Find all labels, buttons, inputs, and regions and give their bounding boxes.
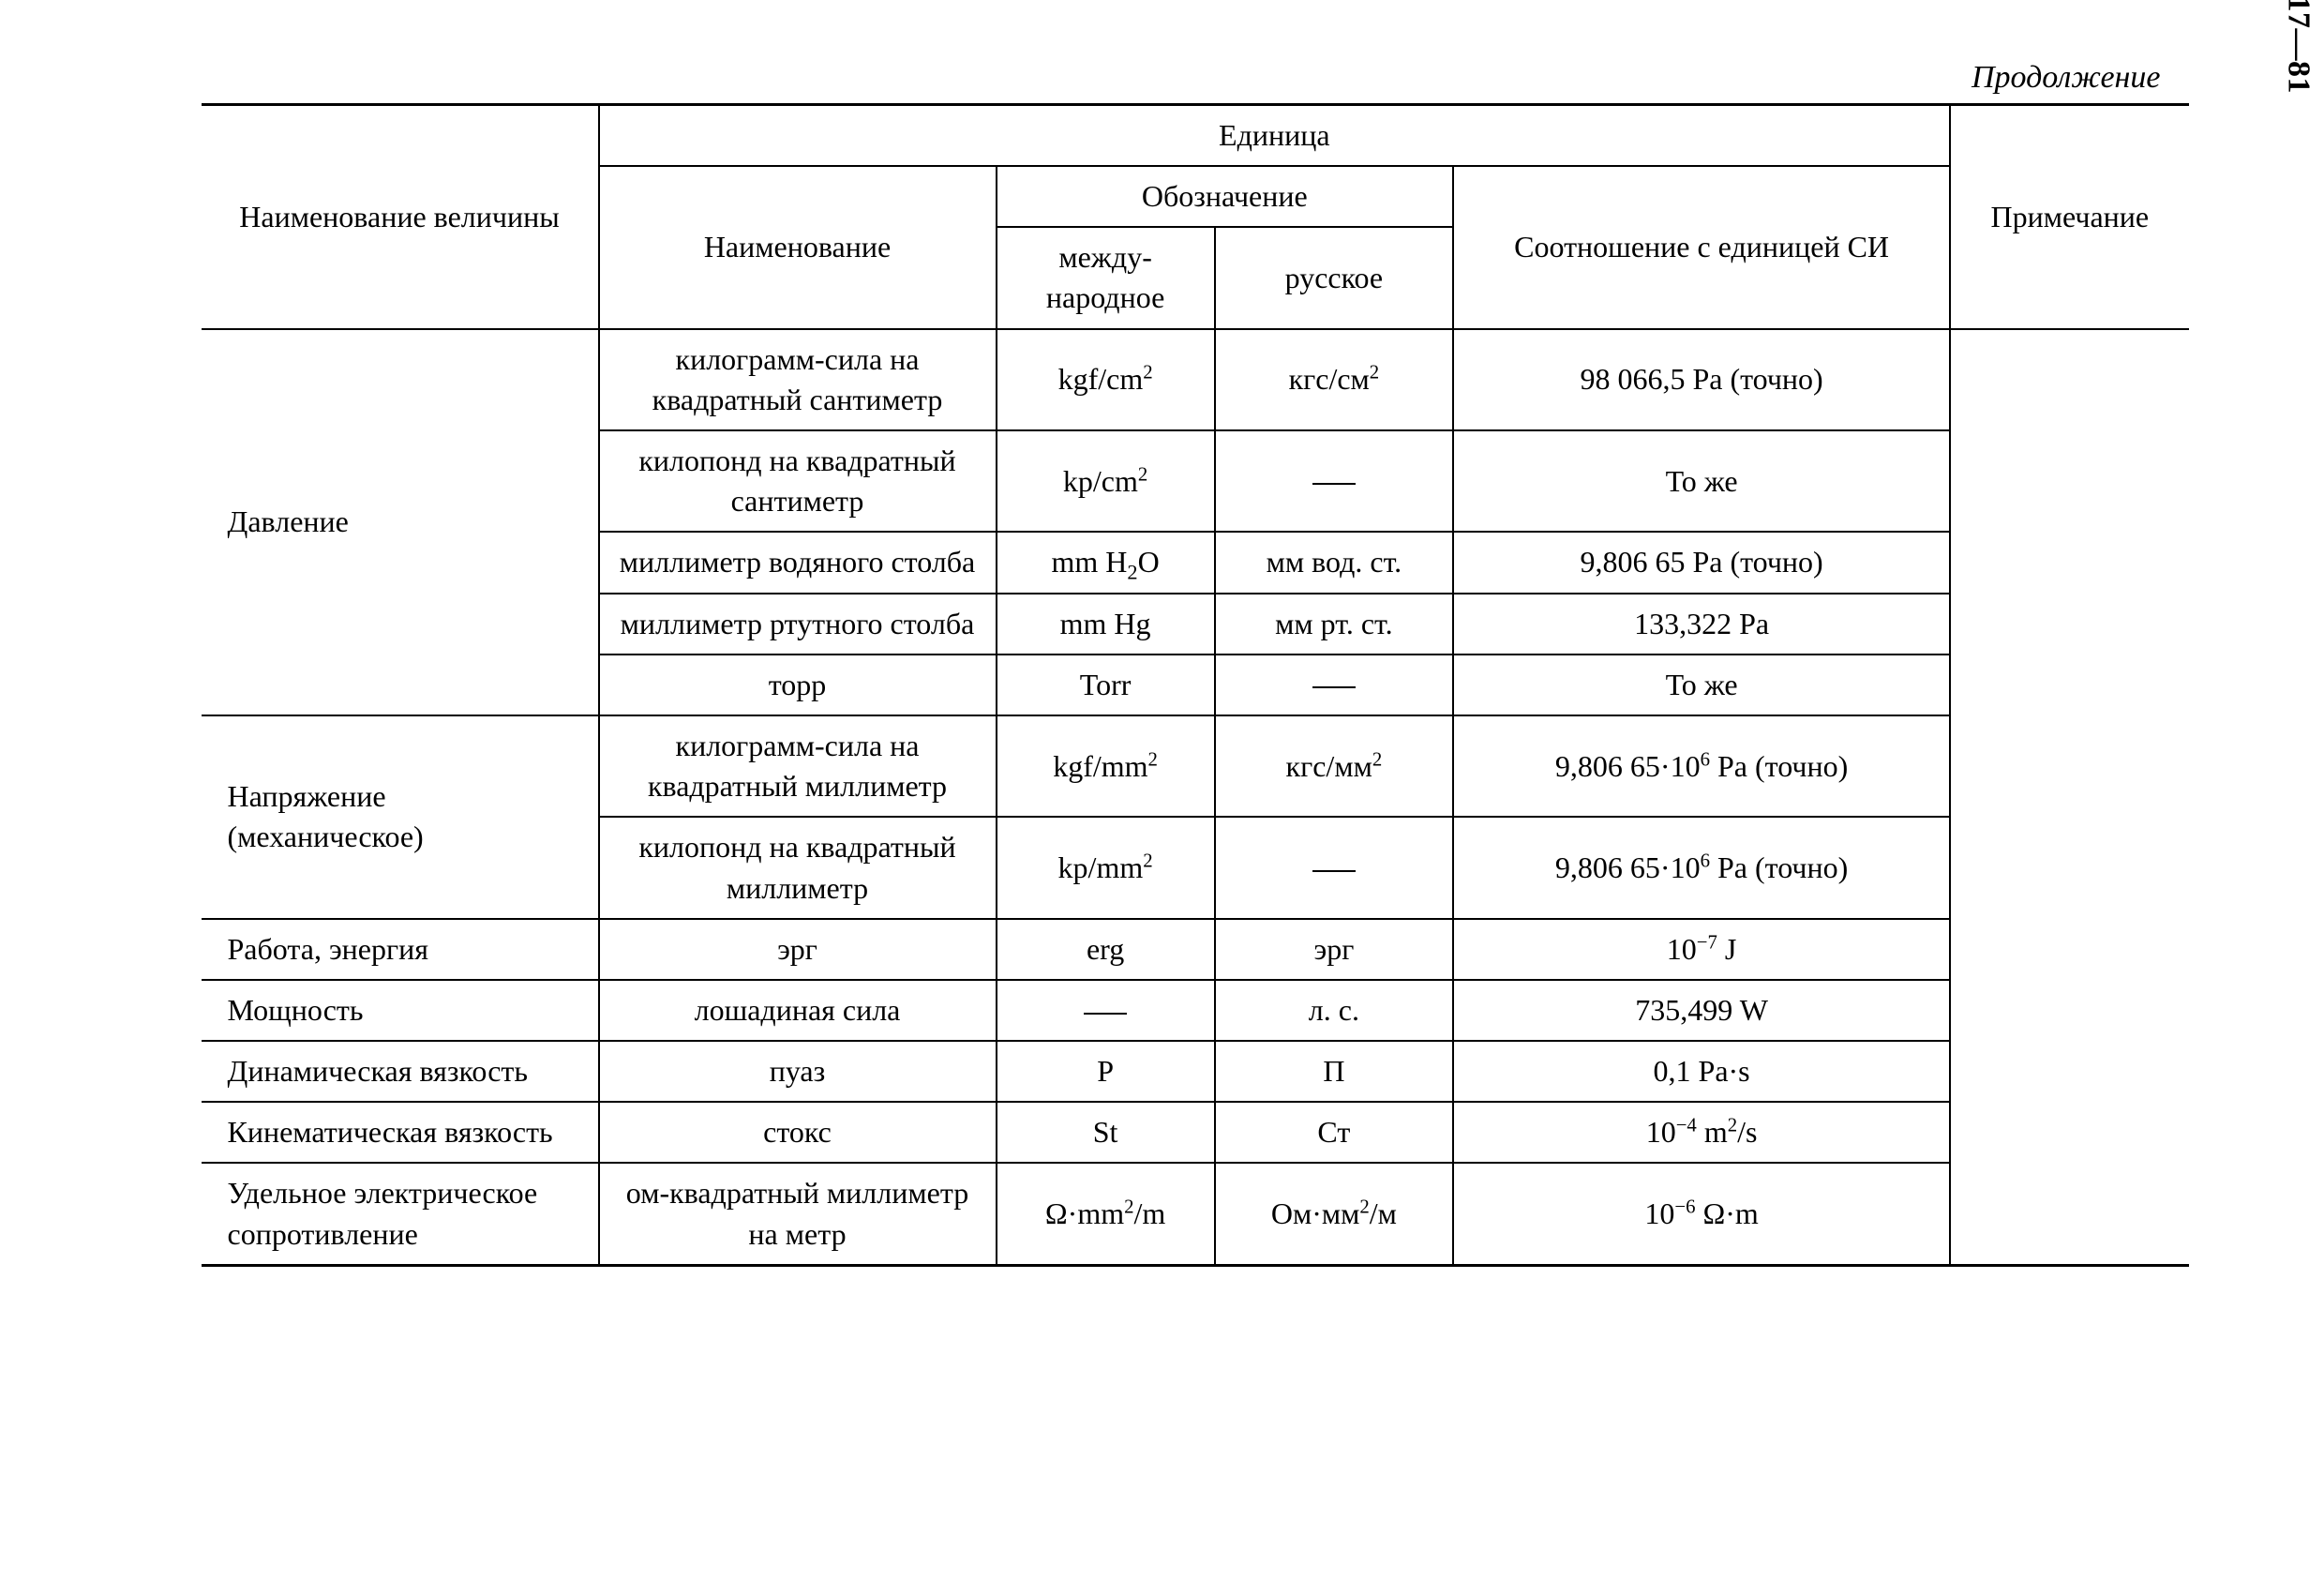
cell-si: 133,322 Pa [1453,594,1950,655]
cell-si: 735,499 W [1453,980,1950,1041]
col-note: Приме­чание [1950,104,2188,328]
cell-intl: kgf/cm2 [997,329,1215,430]
cell-rus: кгс/мм2 [1215,715,1453,817]
col-rus: русское [1215,227,1453,328]
cell-unit-name: торр [599,655,997,715]
cell-unit-name: килограмм-сила на квадратный сантиметр [599,329,997,430]
col-quantity: Наименование величины [202,104,599,328]
cell-intl: Torr [997,655,1215,715]
cell-si: 10−6 Ω·m [1453,1163,1950,1265]
cell-si: 10−4 m2/s [1453,1102,1950,1163]
cell-intl: kp/mm2 [997,817,1215,918]
cell-note [1950,715,2188,919]
cell-note [1950,329,2188,715]
cell-rus: кгс/см2 [1215,329,1453,430]
col-intl: между­народное [997,227,1215,328]
table-row: Давлениекилограмм-сила на квадратный сан… [202,329,2189,430]
cell-intl [997,980,1215,1041]
cell-unit-name: стокс [599,1102,997,1163]
table-row: Динамическая вяз­костьпуазPП0,1 Pa·s [202,1041,2189,1102]
cell-rus [1215,430,1453,532]
cell-quantity: Кинематическая вяз­кость [202,1102,599,1163]
cell-unit-name: килопонд на квадрат­ный сантиметр [599,430,997,532]
cell-unit-name: лошадиная сила [599,980,997,1041]
cell-si: То же [1453,655,1950,715]
cell-unit-name: ом-квадратный миллиметр на метр [599,1163,997,1265]
col-si-relation: Соотношение с единицей СИ [1453,166,1950,329]
cell-si: 98 066,5 Pa (точно) [1453,329,1950,430]
cell-si: 0,1 Pa·s [1453,1041,1950,1102]
table-row: Напряжение (механическое)килограмм-сила … [202,715,2189,817]
cell-note [1950,980,2188,1041]
table-row: Мощностьлошадиная сила л. с.735,499 W [202,980,2189,1041]
page-side-label: С. 22 ГОСТ 8.417—81 [2277,0,2320,94]
cell-rus: Ст [1215,1102,1453,1163]
table-body: Давлениекилограмм-сила на квадратный сан… [202,329,2189,1266]
cell-rus: эрг [1215,919,1453,980]
cell-unit-name: пуаз [599,1041,997,1102]
cell-intl: mm H2O [997,532,1215,593]
table-row: Работа, энергияэргergэрг10−7 J [202,919,2189,980]
cell-rus [1215,817,1453,918]
cell-quantity: Мощность [202,980,599,1041]
cell-unit-name: эрг [599,919,997,980]
col-designation: Обозначение [997,166,1454,227]
cell-rus: мм вод. ст. [1215,532,1453,593]
cell-intl: P [997,1041,1215,1102]
cell-note [1950,919,2188,980]
cell-intl: Ω·mm2/m [997,1163,1215,1265]
cell-quantity: Давление [202,329,599,715]
cell-intl: erg [997,919,1215,980]
cell-quantity: Работа, энергия [202,919,599,980]
table-row: Кинематическая вяз­костьстоксStСт10−4 m2… [202,1102,2189,1163]
cell-quantity: Удельное электриче­ское сопротивление [202,1163,599,1265]
cell-intl: mm Hg [997,594,1215,655]
cell-quantity: Напряжение (механическое) [202,715,599,919]
cell-rus [1215,655,1453,715]
col-unit-name: Наименование [599,166,997,329]
cell-si: 9,806 65·106 Pa (точно) [1453,715,1950,817]
cell-rus: Ом·мм2/м [1215,1163,1453,1265]
table-head: Наименование величины Единица Приме­чани… [202,104,2189,328]
document-page: С. 22 ГОСТ 8.417—81 Продолжение Наименов… [98,0,2227,1323]
cell-note [1950,1102,2188,1163]
cell-intl: kp/cm2 [997,430,1215,532]
cell-note [1950,1163,2188,1265]
cell-rus: П [1215,1041,1453,1102]
cell-intl: kgf/mm2 [997,715,1215,817]
units-table: Наименование величины Единица Приме­чани… [202,103,2189,1267]
cell-unit-name: миллиметр ртутного столба [599,594,997,655]
cell-unit-name: килопонд на квадрат­ный миллиметр [599,817,997,918]
col-unit-group: Единица [599,104,1951,166]
cell-quantity: Динамическая вяз­кость [202,1041,599,1102]
cell-intl: St [997,1102,1215,1163]
cell-si: То же [1453,430,1950,532]
cell-rus: л. с. [1215,980,1453,1041]
cell-unit-name: миллиметр водяного столба [599,532,997,593]
cell-si: 9,806 65·106 Pa (точно) [1453,817,1950,918]
cell-si: 9,806 65 Pa (точно) [1453,532,1950,593]
continuation-label: Продолжение [202,56,2189,99]
cell-unit-name: килограмм-сила на квадратный миллиметр [599,715,997,817]
cell-rus: мм рт. ст. [1215,594,1453,655]
table-row: Удельное электриче­ское сопротивлениеом-… [202,1163,2189,1265]
cell-si: 10−7 J [1453,919,1950,980]
cell-note [1950,1041,2188,1102]
